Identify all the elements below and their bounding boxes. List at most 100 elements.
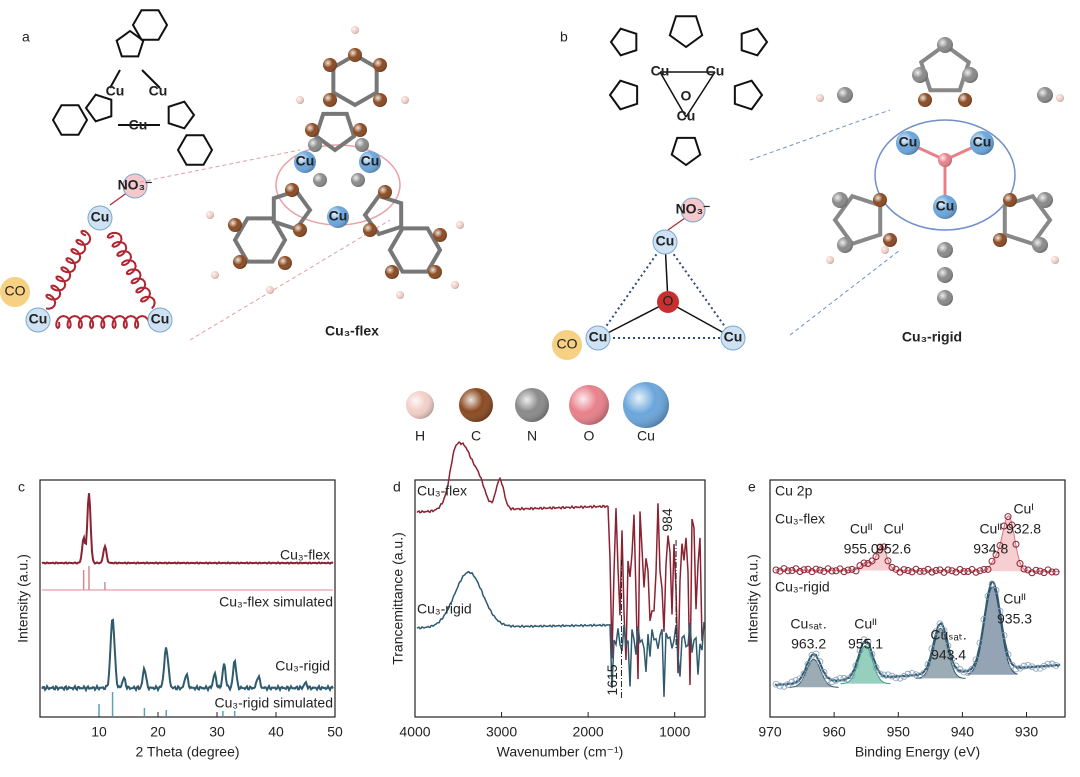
node	[657, 291, 679, 313]
xps-point	[1004, 513, 1012, 521]
xps-point	[868, 650, 876, 658]
atom-shade	[933, 195, 957, 219]
label: Cuᴵ	[883, 521, 903, 537]
label: Cu	[656, 233, 675, 249]
label: Cu	[29, 311, 48, 327]
ring	[670, 136, 702, 167]
xps-point	[832, 676, 840, 684]
label: Cu	[973, 134, 992, 150]
node	[585, 325, 611, 351]
label: Cu	[296, 153, 315, 169]
xps-point	[876, 543, 884, 551]
xps-point	[932, 567, 940, 575]
xps-point	[988, 580, 996, 588]
label: 934.8	[973, 541, 1008, 557]
atom-shade	[327, 206, 349, 228]
xps-point	[976, 639, 984, 647]
xps-point	[808, 651, 816, 659]
atom-shade	[1032, 237, 1048, 253]
xps-point	[816, 566, 824, 574]
xps-point	[892, 674, 900, 682]
label: C	[471, 428, 481, 444]
ring	[740, 27, 769, 57]
xps-point	[996, 542, 1004, 550]
xps-point	[1024, 662, 1032, 669]
atom-shade	[406, 391, 434, 419]
xps-point	[916, 567, 924, 575]
atom-shade	[313, 173, 327, 187]
xps-point	[844, 566, 852, 574]
x-tick-label: 4000	[399, 724, 430, 740]
label: O	[584, 428, 595, 444]
atom-shade	[1056, 94, 1064, 102]
atom-shade	[937, 37, 953, 53]
x-tick-label: 20	[150, 724, 166, 740]
ring	[918, 42, 972, 93]
xps-point	[944, 642, 952, 650]
xps-point	[960, 568, 968, 576]
label: Cu	[329, 208, 348, 224]
xps-point	[800, 566, 808, 574]
xps-point	[840, 675, 848, 682]
atom-shade	[278, 256, 292, 270]
bond	[139, 149, 301, 183]
xps-point	[1016, 560, 1024, 568]
label: Cuᴵ	[1013, 501, 1033, 517]
xps-point	[1004, 651, 1012, 658]
atom-shade	[456, 221, 464, 229]
xps-point	[824, 565, 832, 573]
bond	[109, 69, 121, 89]
label: 943.4	[931, 647, 966, 663]
xps-point	[928, 645, 936, 653]
label: Cuᴵᴵ	[979, 521, 1002, 537]
bond	[789, 249, 901, 336]
xps-point	[780, 682, 788, 690]
label: N	[527, 428, 537, 444]
atom-shade	[428, 265, 442, 279]
plot-frame	[414, 479, 706, 718]
ring	[609, 27, 638, 57]
atom-shade	[296, 96, 304, 104]
xps-point	[880, 543, 888, 551]
xps-point	[912, 565, 920, 573]
xps-point	[952, 662, 960, 670]
label: Cu	[589, 329, 608, 345]
xps-point	[904, 567, 912, 575]
xps-point	[1044, 660, 1052, 668]
atom-shade	[378, 185, 392, 199]
label: Cu₃-rigid	[775, 579, 830, 595]
node	[25, 307, 51, 333]
node	[680, 197, 706, 223]
label: O	[663, 293, 674, 309]
atom-shade	[883, 233, 897, 247]
atom-shade	[323, 58, 337, 72]
xps-point	[776, 682, 784, 690]
atom-shade	[896, 131, 920, 155]
bond	[664, 241, 734, 339]
xps-point	[852, 567, 860, 575]
ring	[331, 52, 379, 108]
bond	[749, 109, 891, 161]
label: CO	[557, 336, 578, 352]
atom-shade	[993, 233, 1007, 247]
xps-point	[936, 620, 944, 628]
label: Cu₃-rigid	[417, 601, 472, 617]
node	[147, 307, 173, 333]
plot-frame	[39, 479, 336, 718]
bond	[141, 69, 161, 89]
atom-shade	[451, 281, 459, 289]
ring	[668, 15, 704, 49]
xps-rigid-comp-fill	[840, 645, 891, 684]
xps-rigid-comp-fill	[788, 659, 839, 688]
xps-point	[896, 674, 904, 682]
xps-rigid-comp	[915, 627, 966, 679]
atom-shade	[233, 255, 247, 269]
xps-point	[848, 565, 856, 573]
xps-point	[1020, 662, 1028, 670]
xps-point	[812, 565, 820, 573]
xps-point	[1048, 660, 1056, 668]
label: 955.0	[844, 541, 879, 557]
atom-shade	[826, 256, 834, 264]
xps-point	[784, 681, 792, 688]
x-tick-label: 1000	[659, 724, 690, 740]
